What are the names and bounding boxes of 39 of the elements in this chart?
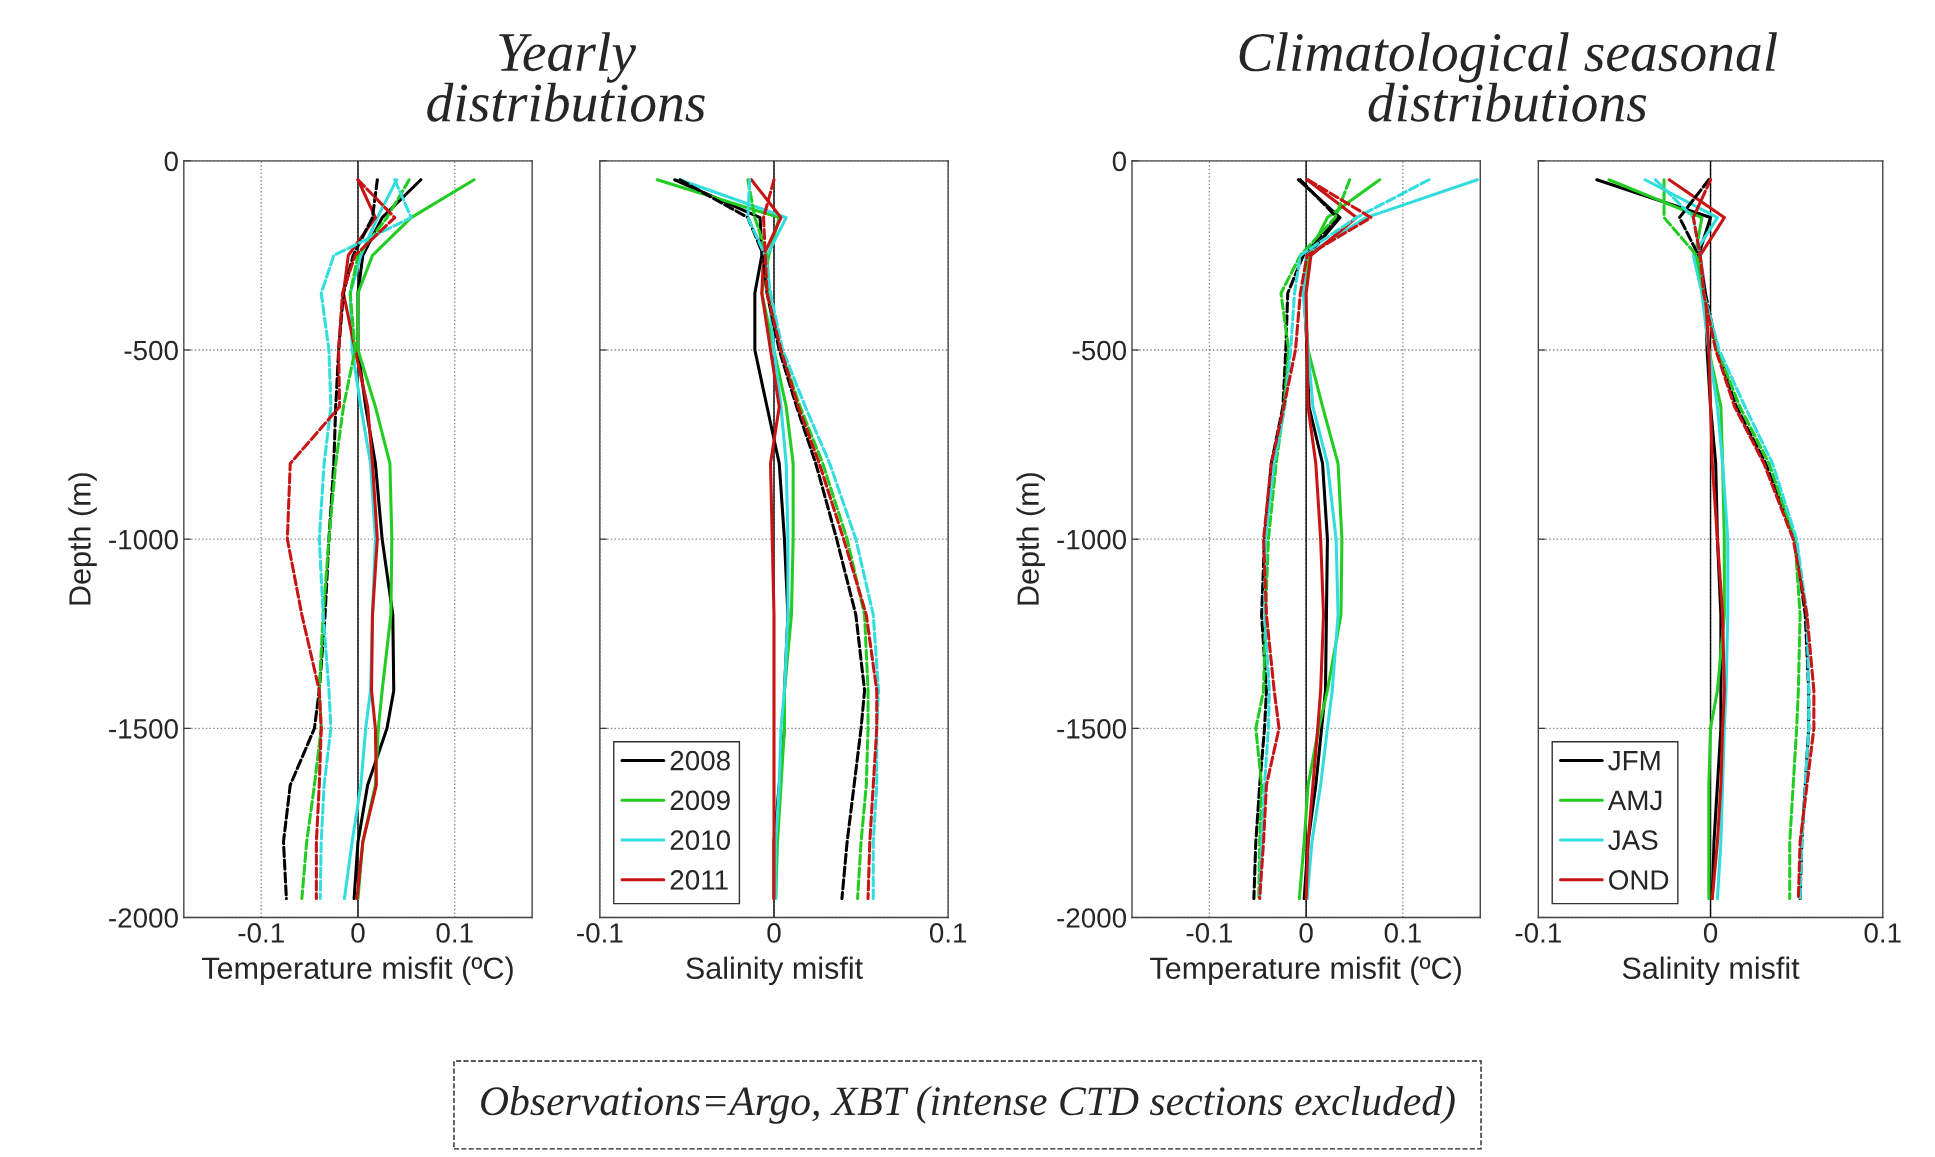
y-tick-label: -1500 [109, 719, 178, 739]
legend-label: 2010 [670, 830, 730, 851]
y-tick-label: 0 [164, 151, 178, 172]
y-tick-label: 0 [1112, 151, 1127, 172]
y-tick-label: -500 [124, 340, 178, 361]
x-tick-label: 0.1 [1864, 923, 1901, 943]
x-tick-label: 0 [1703, 923, 1718, 943]
y-tick-label: -1000 [1057, 529, 1127, 550]
x-tick-label: 0.1 [1384, 923, 1421, 943]
legend-label: JAS [1608, 830, 1658, 851]
x-tick-label: 0.1 [929, 923, 967, 943]
y-axis-title: Depth (m) [1016, 473, 1045, 605]
legend-label: OND [1609, 870, 1669, 890]
x-tick-label: 0 [351, 923, 365, 943]
x-tick-label: -0.1 [1515, 923, 1561, 943]
legend-label: 2009 [670, 790, 730, 811]
y-tick-label: -500 [1072, 340, 1127, 361]
y-tick-label: -2000 [109, 908, 178, 928]
text: Observations=Argo, XBT (intense CTD sections excluded) [481, 1086, 1455, 1124]
x-axis-title: Salinity misfit [1622, 956, 1800, 986]
legend-label: AMJ [1607, 790, 1662, 811]
chart-title: Yearly distributions [427, 32, 705, 122]
legend-label: 2011 [670, 870, 728, 890]
x-tick-label: 0 [1299, 923, 1313, 943]
chart-title: Climatological seasonal distributions [1239, 32, 1777, 122]
x-tick-label: -0.1 [238, 923, 284, 943]
legend-label: 2008 [670, 750, 730, 771]
y-tick-label: -2000 [1057, 908, 1127, 928]
x-axis-title: Temperature misfit (ºC) [201, 956, 513, 986]
legend-label: JFM [1608, 751, 1660, 771]
x-tick-label: 0 [767, 923, 781, 943]
y-tick-label: -1500 [1057, 719, 1127, 739]
y-axis-title: Depth (m) [68, 473, 97, 605]
x-axis-title: Temperature misfit (ºC) [1150, 956, 1461, 986]
x-tick-label: -0.1 [577, 923, 623, 943]
y-tick-label: -1000 [109, 529, 178, 550]
x-tick-label: 0.1 [436, 923, 473, 943]
x-tick-label: -0.1 [1186, 923, 1232, 943]
x-axis-title: Salinity misfit [686, 956, 863, 986]
